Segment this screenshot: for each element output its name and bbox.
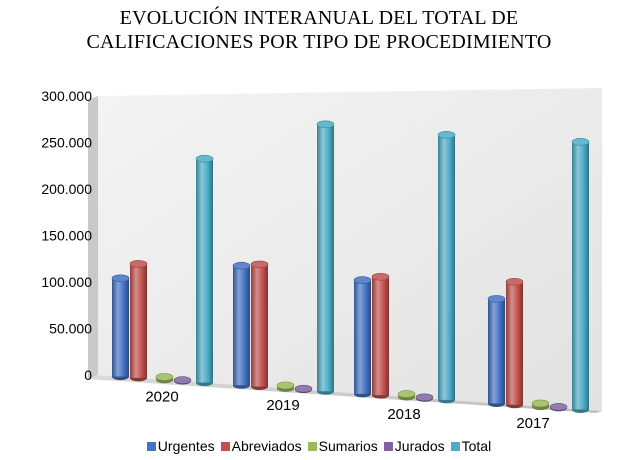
- bar: [155, 373, 174, 384]
- bar: [505, 277, 524, 409]
- legend-swatch: [307, 442, 317, 451]
- legend-label: Abreviados: [231, 438, 302, 454]
- y-tick-label: 200.000: [41, 181, 92, 197]
- legend-entry: Sumarios: [307, 438, 378, 454]
- y-tick-label: 100.000: [41, 274, 92, 290]
- bar: [397, 390, 416, 401]
- bar: [353, 276, 372, 398]
- y-tick-label: 300.000: [41, 88, 92, 104]
- bar: [531, 399, 550, 411]
- side-wall: [88, 96, 98, 379]
- legend-label: Total: [461, 438, 492, 454]
- bar: [276, 381, 295, 392]
- bar: [549, 403, 568, 412]
- y-tick-label: 0: [84, 367, 92, 383]
- y-tick-label: 150.000: [41, 228, 92, 244]
- y-tick-label: 50.000: [49, 321, 92, 337]
- chart-walls: [88, 88, 602, 413]
- bar: [415, 393, 434, 402]
- bar: [195, 154, 214, 387]
- back-wall: [98, 88, 602, 411]
- bar: [173, 376, 192, 385]
- legend-entry: Urgentes: [146, 438, 215, 454]
- legend-label: Urgentes: [157, 438, 215, 454]
- legend-swatch: [383, 442, 393, 451]
- floor: [88, 375, 602, 413]
- bar: [571, 138, 590, 413]
- x-tick-label: 2018: [387, 406, 420, 423]
- bar: [316, 120, 335, 395]
- bars: [111, 120, 590, 413]
- bar: [487, 295, 506, 407]
- bar: [129, 260, 148, 382]
- legend-label: Sumarios: [318, 438, 378, 454]
- bar: [250, 260, 269, 391]
- x-axis-ticks: 2020 2019 2018 2017: [145, 389, 549, 433]
- bar: [371, 272, 390, 399]
- bar: [111, 274, 130, 381]
- x-tick-label: 2019: [266, 397, 299, 414]
- legend-swatch: [220, 442, 230, 451]
- legend-swatch: [146, 442, 156, 451]
- x-tick-label: 2017: [516, 415, 549, 432]
- chart-title-line-1: EVOLUCIÓN INTERANUAL DEL TOTAL DE: [119, 7, 519, 29]
- x-tick-label: 2020: [145, 389, 178, 406]
- legend: Urgentes Abreviados Sumarios Jurados Total: [0, 438, 638, 454]
- legend-swatch: [450, 442, 460, 451]
- chart-title-line-2: CALIFICACIONES POR TIPO DE PROCEDIMIENTO: [86, 31, 552, 53]
- chart-title: EVOLUCIÓN INTERANUAL DEL TOTAL DE CALIFI…: [0, 6, 638, 54]
- bar-chart: 0 50.000 100.000 150.000 200.000 250.000 300.0…: [41, 88, 602, 433]
- legend-entry: Total: [450, 438, 492, 454]
- legend-entry: Abreviados: [220, 438, 302, 454]
- legend-label: Jurados: [394, 438, 445, 454]
- bar: [232, 261, 251, 389]
- legend-entry: Jurados: [383, 438, 445, 454]
- bar: [437, 131, 456, 404]
- y-axis-ticks: 0 50.000 100.000 150.000 200.000 250.000 300.0…: [41, 88, 92, 383]
- y-tick-label: 250.000: [41, 135, 92, 151]
- bar: [294, 384, 313, 394]
